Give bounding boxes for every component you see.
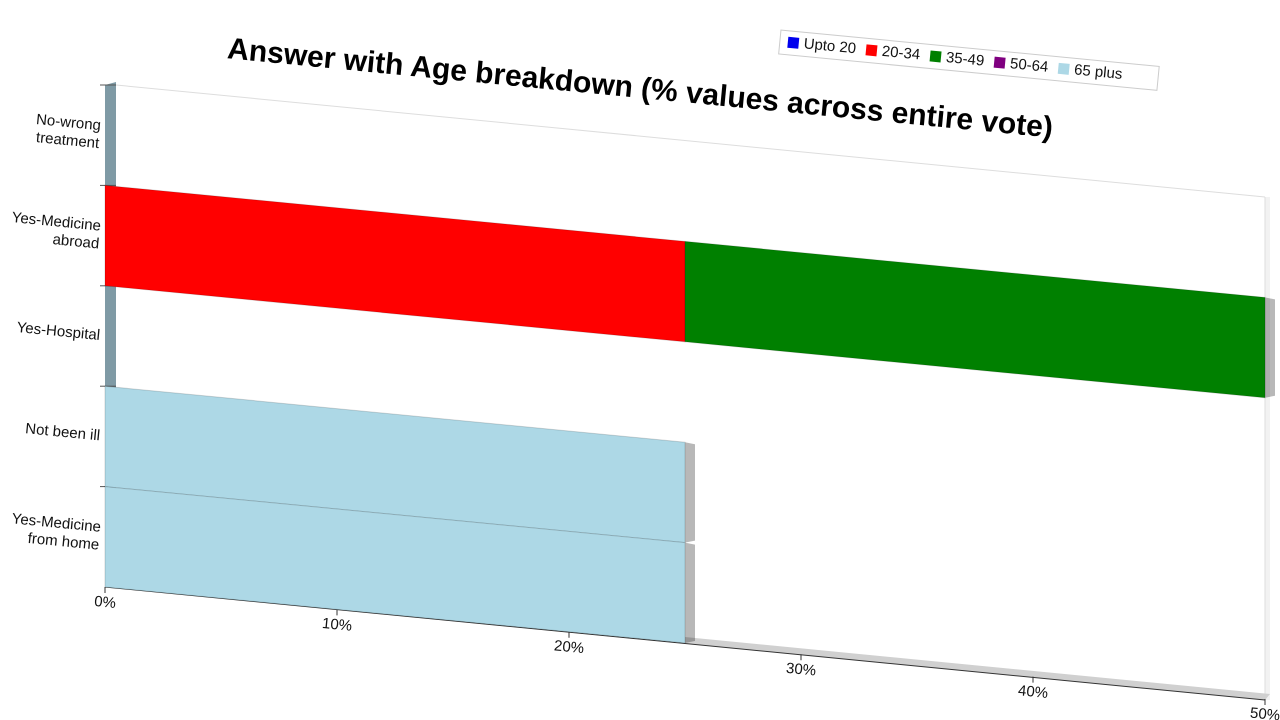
legend-swatch	[865, 44, 878, 57]
x-tick-label: 0%	[93, 593, 116, 612]
x-tick-label: 20%	[553, 637, 585, 657]
bar	[684, 240, 1266, 399]
y-tick-label: No-wrongtreatment	[34, 111, 103, 152]
legend-label: 20-34	[881, 43, 921, 64]
legend-label: 50-64	[1009, 55, 1049, 76]
x-tick-label: 50%	[1249, 705, 1280, 720]
legend-swatch	[787, 36, 800, 49]
bar	[104, 184, 686, 343]
legend-label: Upto 20	[803, 35, 857, 57]
legend-swatch	[1057, 62, 1070, 75]
plot-frame	[115, 84, 1266, 198]
y-tick-label: Not been ill	[25, 420, 101, 444]
legend-label: 65 plus	[1073, 61, 1123, 83]
bar-side	[685, 442, 695, 543]
x-tick-label: 10%	[321, 615, 353, 635]
legend-swatch	[993, 56, 1006, 69]
x-tick-label: 40%	[1017, 682, 1049, 702]
y-tick-label: Yes-Medicineabroad	[9, 209, 101, 252]
bar-side	[1265, 297, 1275, 398]
y-tick-label: Yes-Hospital	[16, 319, 101, 344]
legend: Upto 20 20-34 35-49 50-64 65 plus	[778, 29, 1160, 91]
back-edge	[1265, 197, 1270, 700]
bar	[104, 486, 686, 644]
bar-side	[685, 542, 695, 643]
legend-label: 35-49	[945, 49, 985, 70]
x-axis	[104, 586, 1266, 701]
y-tick-label: Yes-Medicinefrom home	[9, 510, 101, 553]
legend-swatch	[929, 50, 942, 63]
x-tick-label: 30%	[785, 660, 817, 680]
